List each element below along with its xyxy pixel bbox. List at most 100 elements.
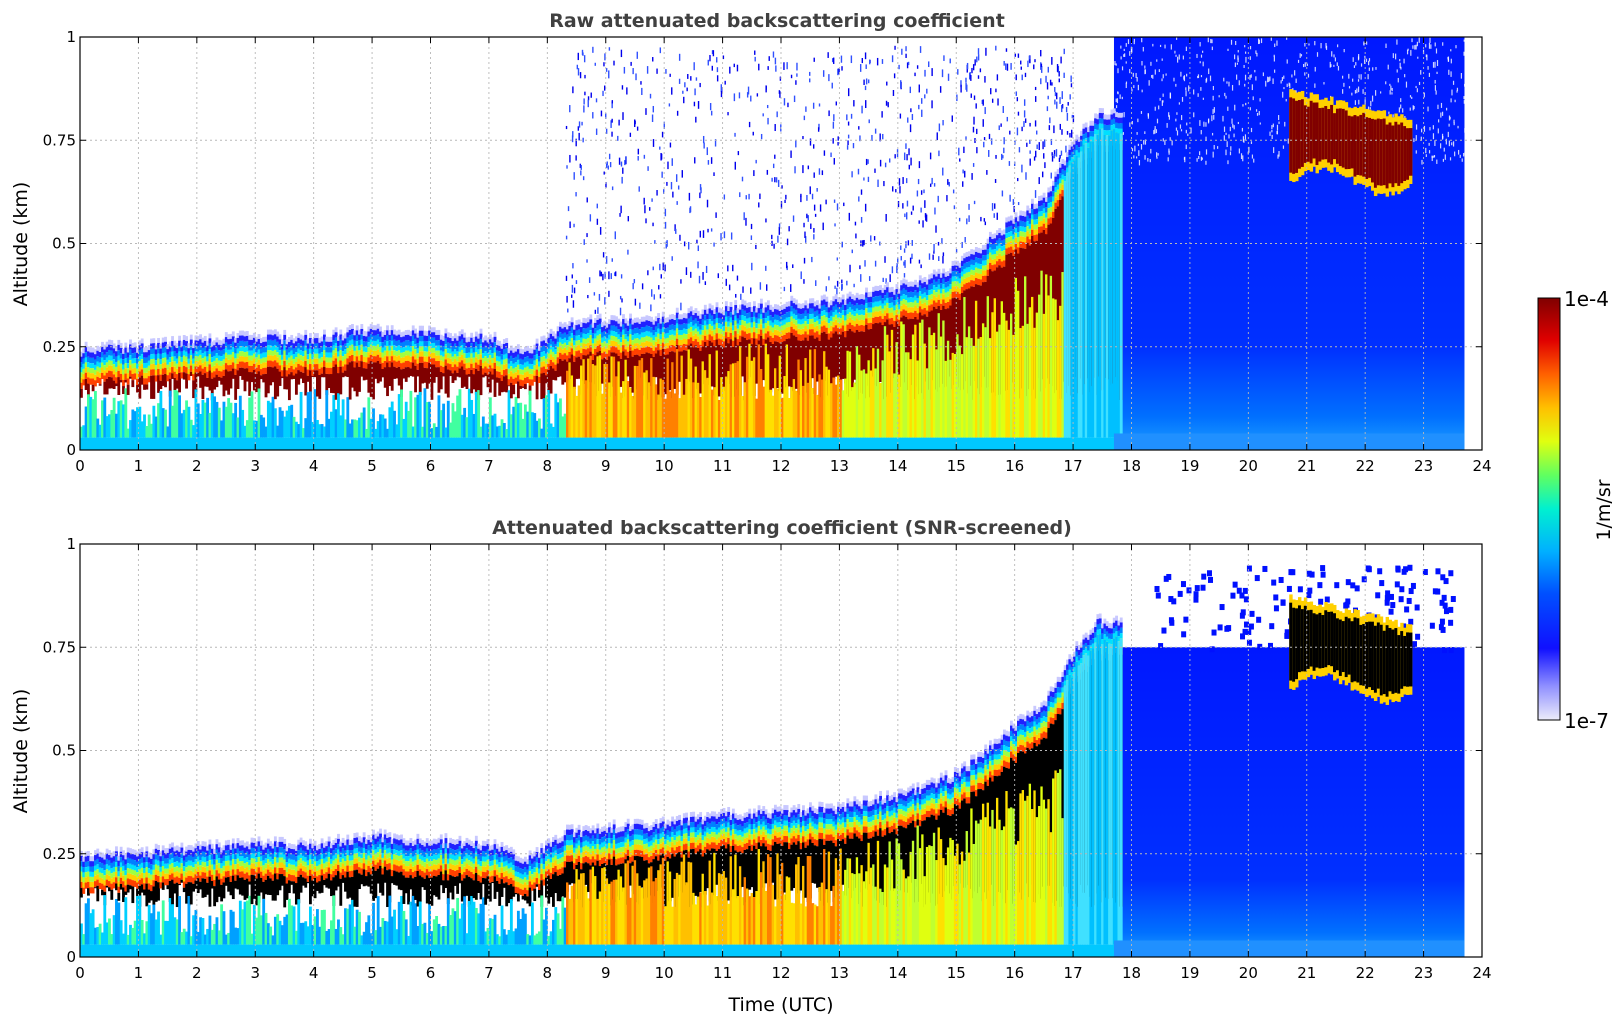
backscatter-cell bbox=[96, 366, 100, 372]
noise-gap bbox=[1175, 54, 1177, 57]
backscatter-cell bbox=[236, 358, 240, 364]
noise-gap bbox=[1357, 56, 1360, 61]
noise-gap bbox=[1240, 153, 1243, 160]
backscatter-cell bbox=[101, 400, 104, 438]
surface-strip bbox=[323, 437, 326, 450]
backscatter-cell bbox=[136, 358, 139, 364]
surface-strip bbox=[872, 437, 875, 450]
backscatter-cell bbox=[428, 330, 431, 336]
backscatter-cell bbox=[435, 361, 439, 368]
surface-strip bbox=[215, 437, 219, 450]
backscatter-cell bbox=[500, 374, 504, 381]
backscatter-cell bbox=[131, 363, 135, 369]
backscatter-cell bbox=[605, 338, 609, 344]
surface-strip bbox=[351, 437, 354, 450]
noise-speck bbox=[874, 168, 876, 173]
backscatter-cell bbox=[832, 316, 836, 322]
backscatter-cell bbox=[781, 330, 784, 336]
backscatter-cell bbox=[252, 348, 256, 354]
backscatter-cell bbox=[561, 328, 565, 334]
noise-gap bbox=[1199, 42, 1201, 47]
noise-speck bbox=[832, 121, 835, 129]
noise-speck bbox=[572, 131, 574, 138]
backscatter-cell bbox=[741, 325, 745, 331]
backscatter-cell bbox=[252, 363, 256, 371]
backscatter-cell bbox=[304, 418, 308, 438]
backscatter-cell bbox=[236, 363, 240, 371]
noise-gap bbox=[1122, 132, 1124, 135]
noise-speck bbox=[807, 215, 809, 222]
backscatter-cell bbox=[869, 328, 873, 398]
noise-speck bbox=[643, 154, 646, 159]
backscatter-cell bbox=[187, 343, 191, 349]
backscatter-cell bbox=[409, 346, 413, 352]
noise-speck bbox=[565, 235, 568, 240]
noise-gap bbox=[1223, 77, 1225, 82]
backscatter-cell bbox=[486, 337, 490, 343]
backscatter-cell bbox=[210, 346, 214, 352]
backscatter-cell bbox=[280, 370, 284, 377]
backscatter-cell bbox=[708, 308, 712, 314]
noise-gap bbox=[1093, 64, 1096, 69]
backscatter-cell bbox=[750, 311, 754, 318]
backscatter-cell bbox=[266, 334, 270, 340]
backscatter-cell bbox=[776, 314, 780, 321]
noise-speck bbox=[790, 284, 792, 292]
backscatter-cell bbox=[330, 336, 333, 342]
noise-gap bbox=[1161, 100, 1163, 106]
noise-speck bbox=[619, 213, 621, 217]
backscatter-cell bbox=[439, 345, 443, 351]
noise-speck bbox=[748, 121, 751, 128]
backscatter-cell bbox=[766, 310, 770, 316]
backscatter-cell bbox=[741, 336, 745, 377]
backscatter-cell bbox=[278, 365, 282, 372]
backscatter-cell bbox=[612, 346, 616, 353]
backscatter-cell bbox=[201, 368, 205, 375]
backscatter-cell bbox=[516, 369, 520, 376]
backscatter-cell bbox=[561, 360, 565, 385]
surface-strip bbox=[299, 437, 303, 450]
backscatter-cell bbox=[323, 339, 326, 346]
noise-gap bbox=[1208, 68, 1210, 75]
backscatter-cell bbox=[605, 363, 609, 438]
surface-strip bbox=[706, 437, 710, 450]
backscatter-cell bbox=[886, 307, 889, 314]
noise-speck bbox=[659, 47, 662, 54]
backscatter-cell bbox=[731, 335, 735, 341]
noise-speck bbox=[810, 223, 812, 230]
backscatter-cell bbox=[241, 356, 245, 362]
backscatter-cell bbox=[418, 351, 422, 357]
backscatter-cell bbox=[446, 352, 450, 358]
backscatter-cell bbox=[855, 318, 859, 324]
backscatter-cell bbox=[731, 363, 735, 438]
backscatter-cell bbox=[115, 366, 118, 372]
noise-speck bbox=[611, 186, 614, 191]
backscatter-cell bbox=[799, 308, 803, 315]
backscatter-cell bbox=[344, 370, 347, 377]
backscatter-cell bbox=[575, 357, 579, 379]
backscatter-cell bbox=[159, 343, 163, 349]
backscatter-cell bbox=[837, 334, 840, 401]
backscatter-cell bbox=[407, 334, 410, 341]
backscatter-cell bbox=[587, 348, 590, 355]
backscatter-cell bbox=[713, 339, 717, 347]
surface-strip bbox=[255, 437, 259, 450]
backscatter-cell bbox=[535, 348, 539, 355]
backscatter-cell bbox=[346, 397, 350, 438]
surface-strip bbox=[671, 437, 675, 450]
backscatter-cell bbox=[736, 361, 740, 438]
backscatter-cell bbox=[395, 330, 399, 336]
backscatter-cell bbox=[526, 345, 530, 351]
backscatter-cell bbox=[467, 362, 471, 368]
noise-speck bbox=[931, 100, 933, 109]
surface-strip bbox=[474, 437, 478, 450]
noise-speck bbox=[831, 82, 833, 89]
backscatter-cell bbox=[397, 366, 401, 386]
backscatter-cell bbox=[269, 339, 273, 346]
noise-speck bbox=[1002, 106, 1004, 113]
noise-speck bbox=[974, 138, 976, 144]
backscatter-cell bbox=[470, 332, 474, 338]
backscatter-cell bbox=[173, 356, 177, 362]
backscatter-cell bbox=[771, 337, 775, 344]
noise-speck bbox=[1047, 66, 1049, 73]
